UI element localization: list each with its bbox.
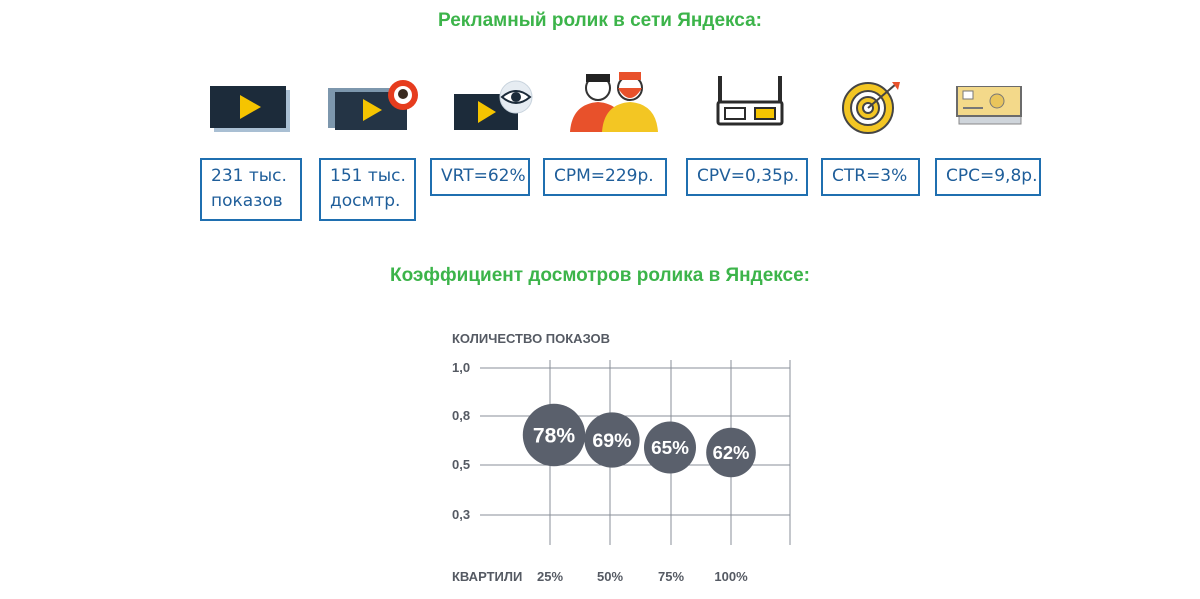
video-eye-icon bbox=[454, 80, 533, 130]
y-tick-label: 0,3 bbox=[452, 507, 470, 522]
money-stack-icon bbox=[956, 86, 1022, 125]
audience-people-icon bbox=[570, 72, 658, 132]
bubble bbox=[584, 412, 640, 468]
metric-ctr: CTR=3% bbox=[821, 158, 920, 196]
bubble bbox=[522, 403, 586, 467]
metric-ctr-value: CTR=3% bbox=[832, 166, 908, 186]
bubble-label: 78% bbox=[533, 424, 575, 447]
y-tick-label: 1,0 bbox=[452, 360, 470, 375]
metric-cpm: CPM=229р. bbox=[543, 158, 667, 196]
3d-glasses-icon bbox=[716, 76, 784, 126]
metric-cpc: CPC=9,8р. bbox=[935, 158, 1041, 196]
x-tick-label: 75% bbox=[658, 569, 684, 584]
y-axis-label: КОЛИЧЕСТВО ПОКАЗОВ bbox=[452, 331, 610, 346]
metric-impressions-value: 231 тыс. bbox=[211, 166, 287, 186]
view-rate-chart: КОЛИЧЕСТВО ПОКАЗОВ 1,0 0,8 0,5 0,3 78% 69% 65… bbox=[452, 331, 791, 584]
section-title-chart: Коэффициент досмотров ролика в Яндексе: bbox=[389, 265, 811, 286]
x-axis-label: КВАРТИЛИ bbox=[452, 569, 522, 584]
y-ticks: 1,0 0,8 0,5 0,3 bbox=[452, 360, 470, 522]
video-viewer-icon bbox=[328, 80, 418, 130]
bubbles: 78% 69% 65% 62% bbox=[522, 403, 756, 478]
x-tick-label: 100% bbox=[714, 569, 748, 584]
metric-vrt: VRT=62% bbox=[430, 158, 530, 196]
y-tick-label: 0,8 bbox=[452, 408, 470, 423]
target-icon bbox=[842, 82, 900, 134]
metric-views-value: 151 тыс. bbox=[330, 166, 406, 186]
section-title-ad: Рекламный ролик в сети Яндекса: bbox=[438, 10, 762, 31]
x-tick-label: 50% bbox=[597, 569, 623, 584]
metric-vrt-value: VRT=62% bbox=[441, 166, 526, 186]
metric-views: 151 тыс. досмтр. bbox=[319, 158, 416, 221]
x-ticks: 25% 50% 75% 100% bbox=[537, 569, 748, 584]
video-play-icon bbox=[210, 86, 290, 132]
y-tick-label: 0,5 bbox=[452, 457, 470, 472]
metric-cpv-value: CPV=0,35р. bbox=[697, 166, 800, 186]
bubble-label: 65% bbox=[651, 438, 689, 459]
bubble bbox=[706, 427, 756, 478]
metric-cpv: CPV=0,35р. bbox=[686, 158, 808, 196]
bubble bbox=[644, 421, 696, 474]
metric-views-label: досмтр. bbox=[330, 191, 401, 211]
metric-cpc-value: CPC=9,8р. bbox=[946, 166, 1038, 186]
bubble-label: 62% bbox=[713, 442, 750, 463]
metric-impressions-label: показов bbox=[211, 191, 283, 211]
metric-cpm-value: CPM=229р. bbox=[554, 166, 654, 186]
metric-impressions: 231 тыс. показов bbox=[200, 158, 302, 221]
bubble-label: 69% bbox=[592, 430, 631, 452]
x-tick-label: 25% bbox=[537, 569, 563, 584]
